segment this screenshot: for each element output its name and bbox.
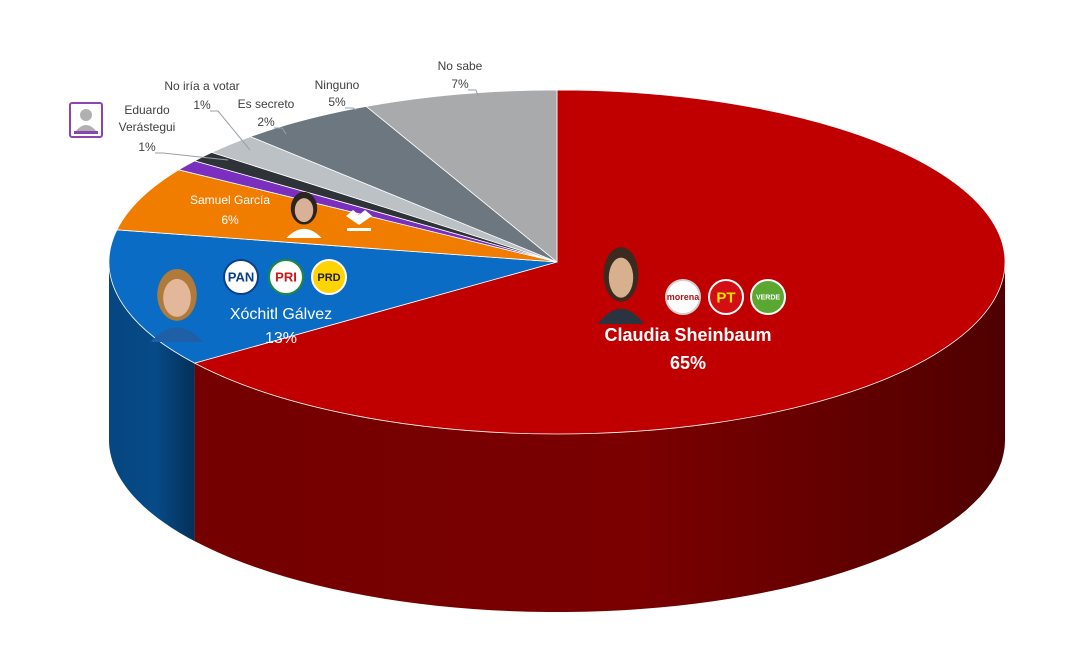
leader-line-no-iria-a-votar [210, 110, 251, 151]
value-label-no-sabe: 7% [451, 77, 469, 91]
leader-lines [155, 89, 479, 161]
pie-slice-xochitl-galvez [108, 229, 558, 364]
pie-slice-claudia-sheinbaum [193, 89, 1006, 435]
svg-text:PT: PT [716, 289, 735, 306]
label-no-sabe: No sabe [438, 59, 483, 73]
pt-logo: PT [708, 279, 744, 315]
label-es-secreto: Es secreto [238, 97, 295, 111]
pie-side-shade-claudia-sheinbaum [194, 262, 1006, 612]
pie-sides [109, 262, 1006, 612]
pri-logo: PRI [268, 259, 304, 295]
leader-line-ninguno [345, 107, 357, 111]
movimiento-ciudadano-logo [346, 210, 372, 231]
label-no-iria-a-votar: No iría a votar [164, 79, 239, 93]
svg-text:PRD: PRD [317, 272, 340, 284]
avatar-xochitl-galvez [150, 269, 204, 342]
prd-logo: PRD [311, 259, 347, 295]
value-label-ninguno: 5% [328, 95, 346, 109]
pan-logo: PAN [223, 259, 259, 295]
verde-logo: VERDE [750, 279, 786, 315]
pie-side-shade-xochitl-galvez [109, 262, 195, 542]
svg-text:morena: morena [667, 292, 701, 302]
value-label-no-iria-a-votar: 1% [193, 98, 211, 112]
value-label-samuel-garcia: 6% [221, 213, 239, 227]
avatar-eduardo-verastegui [69, 102, 103, 138]
svg-text:PRI: PRI [275, 270, 297, 285]
avatar-samuel-garcia [286, 191, 322, 238]
label-ninguno: Ninguno [315, 78, 360, 92]
value-label-eduardo-verastegui: 1% [138, 140, 156, 154]
value-label-xochitl-galvez: 13% [265, 330, 297, 347]
avatar-claudia-sheinbaum [597, 247, 645, 324]
svg-text:PAN: PAN [228, 270, 254, 285]
leader-line-es-secreto [274, 127, 287, 135]
label-samuel-garcia: Samuel García [190, 193, 270, 207]
slice-labels: Claudia Sheinbaum 65% Xóchitl Gálvez 13% Sam… [119, 59, 772, 373]
pie-tops [108, 89, 1006, 435]
label-claudia-sheinbaum: Claudia Sheinbaum [604, 325, 771, 345]
label-eduardo-verastegui-line-1: Eduardo [124, 103, 170, 117]
svg-text:VERDE: VERDE [756, 294, 780, 301]
leader-line-no-sabe [468, 89, 479, 97]
pie-slice-no-sabe [365, 89, 558, 263]
party-logos: morena PT VERDE PAN PRI PRD [69, 102, 786, 342]
value-label-es-secreto: 2% [257, 115, 275, 129]
pie-slice-samuel-garcia [116, 169, 558, 263]
leader-line-eduardo-verastegui [155, 152, 229, 161]
morena-logo: morena [665, 279, 701, 315]
label-eduardo-verastegui-line-2: Verástegui [119, 120, 176, 134]
value-label-claudia-sheinbaum: 65% [670, 353, 706, 373]
label-xochitl-galvez: Xóchitl Gálvez [230, 306, 332, 323]
